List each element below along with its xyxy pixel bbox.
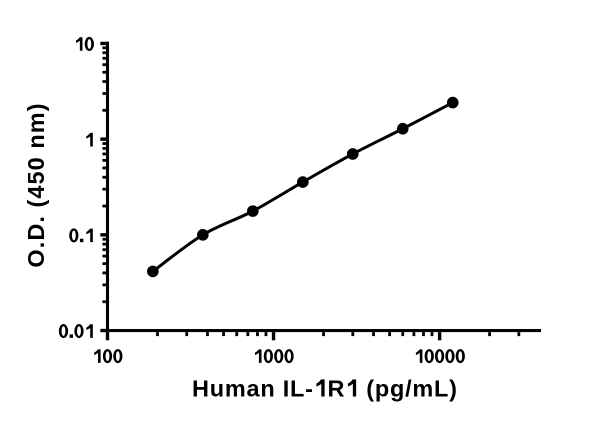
- svg-text:Human IL-: Human IL-: [192, 376, 314, 402]
- svg-text:R: R: [327, 376, 345, 402]
- svg-text:O.D. (450 nm): O.D. (450 nm): [23, 102, 49, 267]
- svg-text:(pg/mL): (pg/mL): [366, 376, 457, 402]
